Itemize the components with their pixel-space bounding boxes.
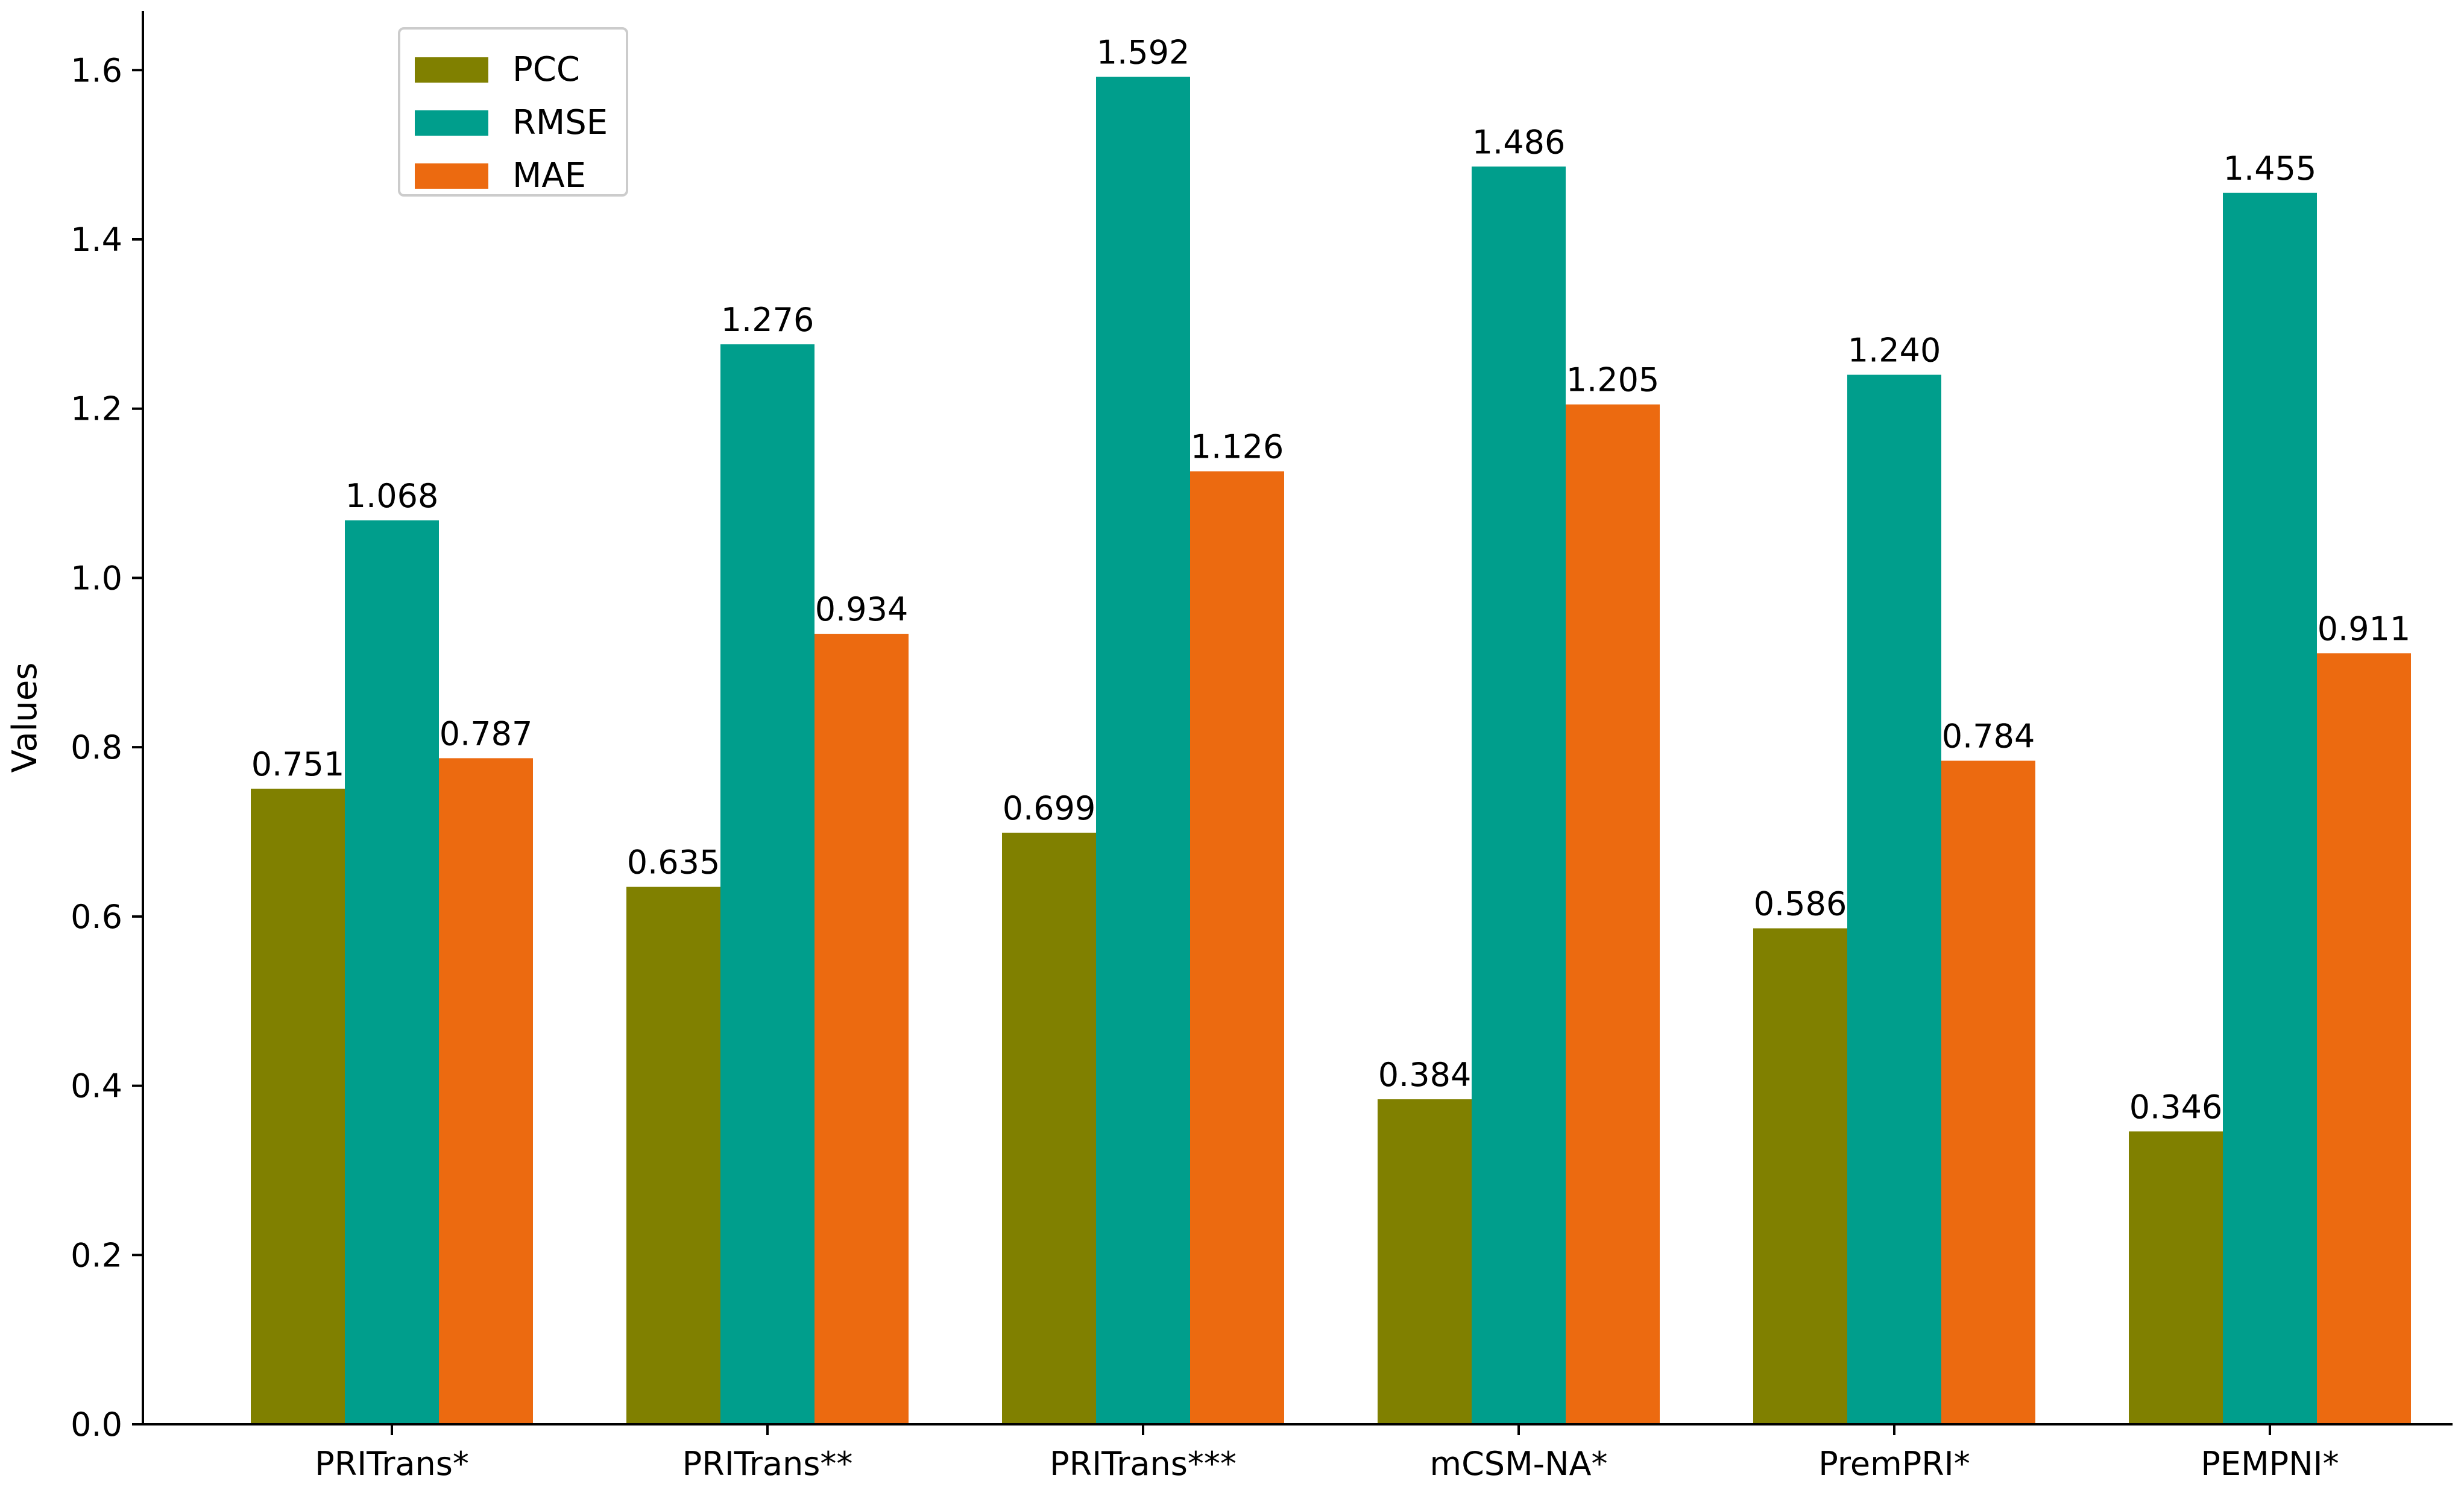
data-labels-layer: 0.751 1.068 0.787 0.635 1.276 0.934 0.699 1.592… xyxy=(251,33,2411,1126)
bar-pcc-1 xyxy=(626,886,720,1424)
data-label-mae-3: 1.205 xyxy=(1566,361,1660,399)
data-label-rmse-5: 1.455 xyxy=(2223,150,2317,188)
y-tick-label-8: 1.6 xyxy=(71,51,122,89)
bar-mae-1 xyxy=(815,634,909,1424)
y-tick-label-6: 1.2 xyxy=(71,390,122,428)
data-label-pcc-3: 0.384 xyxy=(1378,1056,1472,1094)
x-tick-label-4: PremPRI* xyxy=(1818,1445,1970,1483)
y-tick-label-0: 0.0 xyxy=(71,1406,122,1444)
data-label-mae-2: 1.126 xyxy=(1191,428,1284,466)
axes-layer: PRITrans* PRITrans** PRITrans*** mCSM-NA* Pr… xyxy=(71,11,2453,1483)
data-label-mae-0: 0.787 xyxy=(440,715,533,753)
data-label-pcc-0: 0.751 xyxy=(251,745,345,783)
data-label-pcc-4: 0.586 xyxy=(1754,885,1847,923)
legend-label-pcc: PCC xyxy=(512,50,580,89)
data-label-rmse-2: 1.592 xyxy=(1097,33,1190,71)
bars-layer xyxy=(251,77,2411,1425)
data-label-rmse-1: 1.276 xyxy=(721,301,815,339)
y-tick-label-4: 0.8 xyxy=(71,728,122,766)
legend-label-mae: MAE xyxy=(512,156,586,195)
bar-mae-5 xyxy=(2317,653,2411,1424)
bar-pcc-4 xyxy=(1753,928,1847,1424)
x-tick-label-1: PRITrans** xyxy=(682,1445,853,1483)
data-label-rmse-4: 1.240 xyxy=(1848,332,1941,370)
x-tick-label-5: PEMPNI* xyxy=(2201,1445,2339,1483)
data-label-rmse-3: 1.486 xyxy=(1472,123,1566,161)
bar-rmse-3 xyxy=(1472,166,1566,1425)
y-tick-label-5: 1.0 xyxy=(71,559,122,597)
bar-pcc-0 xyxy=(251,788,345,1424)
y-axis-title: Values xyxy=(5,663,45,773)
data-label-pcc-5: 0.346 xyxy=(2129,1088,2223,1126)
y-tick-label-7: 1.4 xyxy=(71,221,122,259)
bar-rmse-4 xyxy=(1847,374,1941,1424)
bar-mae-2 xyxy=(1190,471,1284,1425)
bar-mae-3 xyxy=(1566,404,1660,1424)
legend: PCC RMSE MAE xyxy=(398,27,628,197)
bar-mae-0 xyxy=(439,758,533,1424)
data-label-rmse-0: 1.068 xyxy=(345,477,439,515)
x-tick-label-0: PRITrans* xyxy=(315,1445,469,1483)
bar-rmse-0 xyxy=(345,520,439,1424)
y-tick-label-1: 0.2 xyxy=(71,1236,122,1274)
bar-mae-4 xyxy=(1941,760,2035,1424)
y-tick-label-3: 0.6 xyxy=(71,898,122,936)
bar-rmse-5 xyxy=(2223,192,2317,1424)
legend-swatch-mae xyxy=(415,163,488,189)
legend-swatch-pcc xyxy=(415,57,488,83)
bar-rmse-2 xyxy=(1096,77,1190,1425)
data-label-pcc-2: 0.699 xyxy=(1003,789,1096,827)
bar-pcc-2 xyxy=(1002,832,1096,1424)
data-label-pcc-1: 0.635 xyxy=(627,844,720,882)
legend-swatch-rmse xyxy=(415,110,488,136)
bar-rmse-1 xyxy=(720,344,815,1424)
x-tick-label-3: mCSM-NA* xyxy=(1430,1445,1608,1483)
data-label-mae-5: 0.911 xyxy=(2317,610,2411,648)
legend-label-rmse: RMSE xyxy=(512,103,608,142)
x-tick-label-2: PRITrans*** xyxy=(1050,1445,1237,1483)
bar-pcc-5 xyxy=(2129,1131,2223,1424)
data-label-mae-1: 0.934 xyxy=(815,590,909,628)
y-tick-label-2: 0.4 xyxy=(71,1067,122,1105)
data-label-mae-4: 0.784 xyxy=(1942,718,2035,756)
bar-pcc-3 xyxy=(1378,1099,1472,1424)
